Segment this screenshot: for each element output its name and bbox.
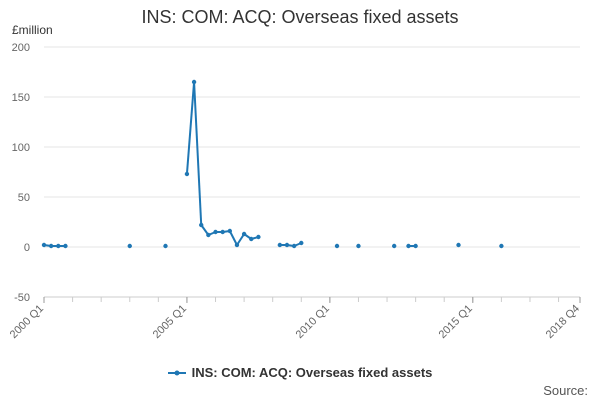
data-point xyxy=(456,242,461,248)
y-tick-label: 50 xyxy=(18,192,30,204)
data-point xyxy=(127,243,132,249)
data-point xyxy=(234,242,240,248)
data-point xyxy=(291,243,297,249)
x-tick-label: 2005 Q1 xyxy=(151,303,189,341)
data-point xyxy=(256,234,261,240)
data-point xyxy=(191,79,197,85)
chart-legend: INS: COM: ACQ: Overseas fixed assets xyxy=(0,365,600,381)
legend-series-marker xyxy=(167,370,186,375)
data-point xyxy=(163,243,168,249)
data-point xyxy=(227,228,233,234)
chart-title: INS: COM: ACQ: Overseas fixed assets xyxy=(141,7,459,27)
data-point xyxy=(356,243,361,249)
x-tick-label: 2015 Q1 xyxy=(437,303,475,341)
data-point xyxy=(48,243,54,249)
y-tick-label: 100 xyxy=(12,142,30,154)
x-tick-label: 2000 Q1 xyxy=(8,303,46,341)
data-point xyxy=(499,243,504,249)
data-point xyxy=(63,243,68,249)
data-point xyxy=(184,171,190,177)
data-point xyxy=(206,232,211,238)
series-line-segment xyxy=(228,230,238,246)
data-point xyxy=(334,243,340,249)
data-point xyxy=(41,242,47,248)
data-point xyxy=(199,222,204,228)
series-line-segment xyxy=(193,81,203,226)
data-point xyxy=(413,243,418,249)
x-tick-label: 2010 Q1 xyxy=(294,303,332,341)
y-tick-label: 0 xyxy=(24,242,30,254)
data-point xyxy=(249,236,254,242)
legend-series-label: INS: COM: ACQ: Overseas fixed assets xyxy=(191,365,433,380)
y-tick-label: 150 xyxy=(12,92,30,104)
data-point xyxy=(220,229,225,235)
source-label: Source: xyxy=(543,383,588,398)
data-point xyxy=(213,229,218,235)
data-point xyxy=(241,231,247,237)
data-point xyxy=(406,243,411,249)
data-point xyxy=(284,242,290,248)
y-tick-label: 200 xyxy=(12,42,30,54)
y-axis-unit-label: £million xyxy=(12,23,53,37)
data-point xyxy=(56,243,61,249)
data-point xyxy=(299,240,304,246)
y-tick-label: -50 xyxy=(14,292,30,304)
x-tick-label: 2018 Q4 xyxy=(544,303,582,341)
data-point xyxy=(391,243,397,249)
series-line-segment xyxy=(185,81,196,175)
data-point xyxy=(277,242,283,248)
